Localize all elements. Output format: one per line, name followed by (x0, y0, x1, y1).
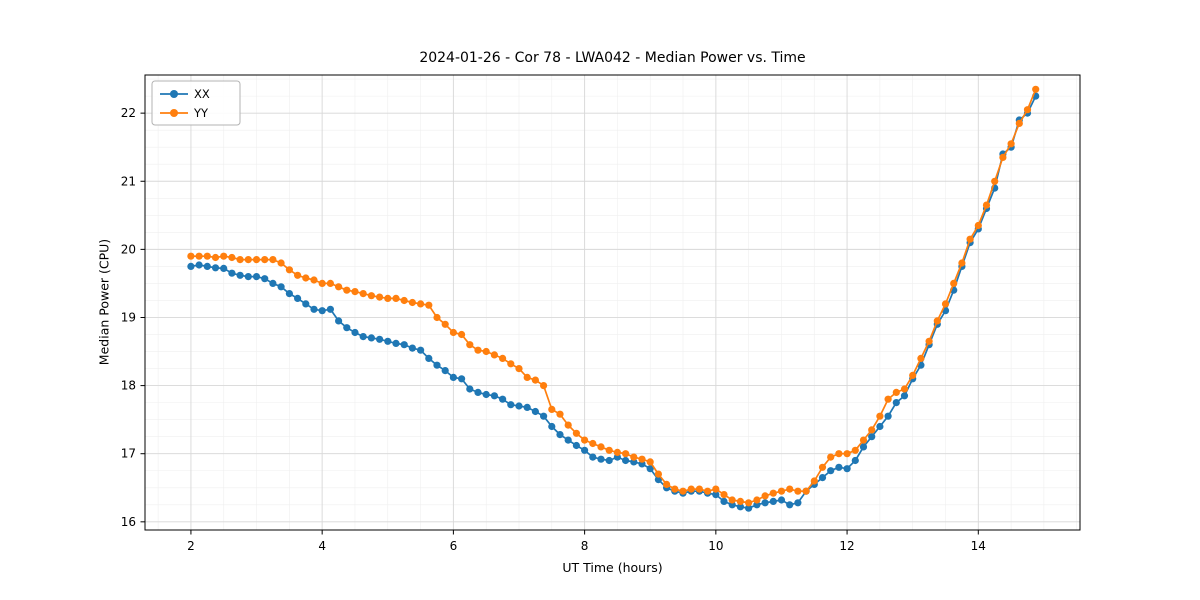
y-tick-label: 22 (121, 106, 136, 120)
axis-ticks (140, 112, 979, 535)
x-tick-label: 10 (708, 539, 723, 553)
legend-marker-icon (170, 90, 178, 98)
legend: XX YY (151, 80, 241, 126)
x-tick-label: 2 (187, 539, 195, 553)
grid-major (145, 75, 1080, 530)
x-tick-label: 6 (450, 539, 458, 553)
series-yy (187, 85, 1040, 507)
y-tick-label: 18 (121, 379, 136, 393)
legend-entry-label: YY (193, 106, 209, 120)
chart-title: 2024-01-26 - Cor 78 - LWA042 - Median Po… (419, 50, 806, 66)
x-tick-label: 8 (581, 539, 589, 553)
plot-frame (144, 74, 1081, 531)
y-tick-label: 16 (121, 515, 136, 529)
x-tick-label: 14 (971, 539, 986, 553)
y-tick-label: 17 (121, 447, 136, 461)
x-tick-label: 12 (839, 539, 854, 553)
legend-entry-label: XX (194, 87, 210, 101)
legend-marker-icon (170, 109, 178, 117)
y-tick-label: 21 (121, 174, 136, 188)
series-xx (187, 92, 1040, 512)
y-tick-label: 19 (121, 310, 136, 324)
x-axis-label: UT Time (hours) (562, 560, 663, 575)
y-tick-label: 20 (121, 242, 136, 256)
tick-labels: 2 4 6 8 10 12 14 16 17 18 19 20 21 22 (121, 106, 986, 553)
x-tick-label: 4 (318, 539, 326, 553)
